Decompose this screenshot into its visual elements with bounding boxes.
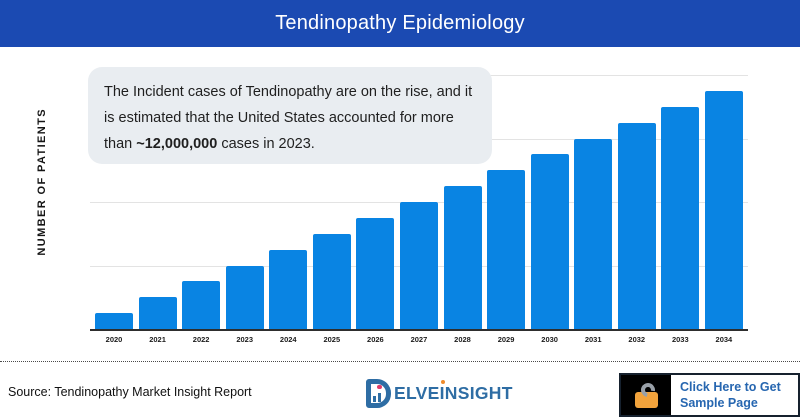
sample-page-button[interactable]: Click Here to Get Sample Page <box>619 373 800 417</box>
bar-slot-2025 <box>312 75 351 329</box>
bar-slot-2027 <box>399 75 438 329</box>
bar-2032 <box>617 122 656 329</box>
bar-2026 <box>356 217 395 329</box>
bar-2022 <box>182 281 221 329</box>
unlock-icon <box>621 375 671 415</box>
x-tick-2021: 2021 <box>149 335 166 344</box>
x-tick-2031: 2031 <box>584 335 602 344</box>
page-title: Tendinopathy Epidemiology <box>275 12 525 34</box>
bar-2030 <box>530 154 569 329</box>
bar-slot-2030 <box>530 75 569 329</box>
x-tick-2030: 2030 <box>541 335 558 344</box>
annotation-text: The Incident cases of Tendinopathy are o… <box>104 84 473 152</box>
bar-slot-2026 <box>356 75 395 329</box>
bar-2024 <box>269 249 308 329</box>
bar-slot-2034 <box>704 75 743 329</box>
cta-label: Click Here to Get Sample Page <box>680 380 781 410</box>
bar-2020 <box>95 313 133 329</box>
logo-d-icon <box>366 378 391 408</box>
bar-slot-2020 <box>95 75 133 329</box>
bar-slot-2021 <box>138 75 177 329</box>
bar-2029 <box>487 170 526 329</box>
x-tick-2026: 2026 <box>367 335 384 344</box>
delveinsight-logo: ELVEINSIGHT <box>366 377 513 409</box>
x-axis-labels: 2020 2021 2022 2023 2024 2025 2026 2027 2028 2029… <box>90 335 748 344</box>
dotted-separator <box>0 361 800 362</box>
bar-slot-2028 <box>443 75 482 329</box>
x-tick-2020: 2020 <box>105 335 123 344</box>
y-axis-label: NUMBER OF PATIENTS <box>36 108 48 256</box>
bar-slot-2033 <box>661 75 700 329</box>
x-tick-2025: 2025 <box>323 335 341 344</box>
bar-2028 <box>443 186 482 329</box>
bar-slot-2032 <box>617 75 656 329</box>
x-tick-2024: 2024 <box>279 335 297 344</box>
x-tick-2032: 2032 <box>628 335 646 344</box>
bar-2021 <box>138 297 177 329</box>
logo-wordmark: ELVEINSIGHT <box>394 382 513 403</box>
bar-slot-2029 <box>487 75 526 329</box>
bar-slot-2023 <box>225 75 264 329</box>
annotation-highlight: ~12,000,000 <box>136 136 218 152</box>
bar-slot-2022 <box>182 75 221 329</box>
x-tick-2022: 2022 <box>192 335 210 344</box>
annotation-text-end: cases in 2023. <box>217 136 315 152</box>
bar-2033 <box>661 106 700 329</box>
bar-2031 <box>574 138 613 329</box>
x-tick-2029: 2029 <box>497 335 515 344</box>
source-note: Source: Tendinopathy Market Insight Repo… <box>8 385 252 399</box>
header-bar: Tendinopathy Epidemiology <box>0 0 800 47</box>
bar-2034 <box>704 90 743 329</box>
x-tick-2028: 2028 <box>454 335 471 344</box>
x-tick-2034: 2034 <box>715 335 733 344</box>
annotation-callout: The Incident cases of Tendinopathy are o… <box>88 67 492 164</box>
bar-slot-2031 <box>574 75 613 329</box>
bar-2023 <box>225 265 264 329</box>
x-tick-2027: 2027 <box>410 335 428 344</box>
bar-2027 <box>399 202 438 329</box>
bar-chart-plot <box>90 75 748 331</box>
x-tick-2033: 2033 <box>671 335 689 344</box>
bar-2025 <box>312 233 351 329</box>
bar-slot-2024 <box>269 75 308 329</box>
x-tick-2023: 2023 <box>236 335 254 344</box>
bars-row <box>90 75 748 329</box>
